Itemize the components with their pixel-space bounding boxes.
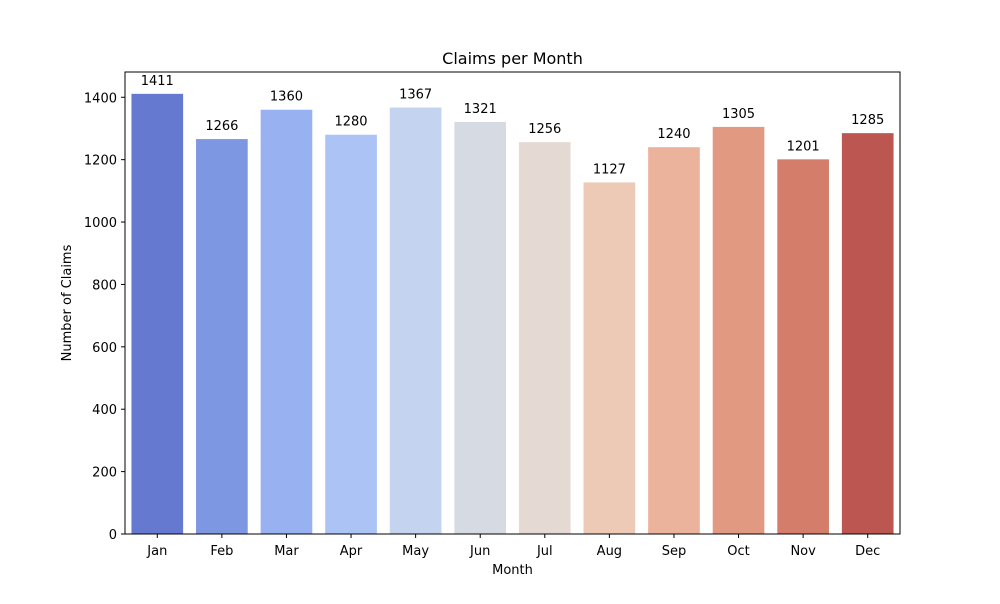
data-label-dec: 1285 [851, 113, 884, 128]
x-tick-label-may: May [402, 544, 429, 559]
bar-sep [648, 147, 700, 534]
x-tick-label-feb: Feb [210, 544, 233, 559]
bar-dec [841, 133, 894, 535]
data-label-oct: 1305 [722, 107, 755, 122]
x-axis-label: Month [492, 563, 533, 578]
data-label-jul: 1256 [528, 122, 561, 137]
bar-jul [518, 142, 571, 534]
x-tick-label-aug: Aug [597, 544, 622, 559]
x-tick-label-dec: Dec [855, 544, 880, 559]
bar-feb [196, 139, 248, 534]
x-axis: Jan Feb Mar Apr May Jun Jul Aug Sep Oct Nov Dec [146, 534, 880, 559]
x-tick-label-jul: Jul [536, 544, 553, 559]
x-tick-label-oct: Oct [727, 544, 749, 559]
x-tick-label-mar: Mar [274, 544, 299, 559]
y-tick-label-400: 400 [92, 403, 117, 418]
bar-nov [777, 159, 829, 535]
data-label-feb: 1266 [205, 119, 238, 134]
y-tick-label-1000: 1000 [84, 216, 117, 231]
y-tick-label-0: 0 [109, 528, 117, 543]
y-axis: 0 200 400 600 800 1000 1200 1400 [84, 91, 125, 543]
chart-title: Claims per Month [442, 49, 583, 68]
bar-jun [454, 121, 507, 534]
y-tick-label-200: 200 [92, 466, 117, 481]
data-label-apr: 1280 [334, 115, 367, 130]
data-label-jan: 1411 [141, 74, 174, 89]
data-label-jun: 1321 [464, 102, 497, 117]
y-tick-label-1200: 1200 [84, 154, 117, 169]
data-label-aug: 1127 [593, 162, 626, 177]
bar-jan [131, 93, 184, 534]
x-tick-label-nov: Nov [790, 544, 816, 559]
y-tick-label-600: 600 [92, 341, 117, 356]
data-label-mar: 1360 [270, 90, 303, 105]
bar-apr [325, 134, 377, 535]
bar-labels-group: 1411 1266 1360 1280 1367 1321 1256 1127 1240 1305… [141, 74, 885, 178]
data-label-may: 1367 [399, 88, 432, 103]
plot-frame [124, 71, 901, 535]
x-tick-label-jun: Jun [469, 544, 490, 559]
bar-oct [712, 126, 765, 534]
bar-aug [583, 182, 636, 534]
data-label-sep: 1240 [657, 127, 690, 142]
y-tick-label-1400: 1400 [84, 91, 117, 106]
x-tick-label-jan: Jan [146, 544, 167, 559]
y-tick-label-800: 800 [92, 278, 117, 293]
x-tick-label-apr: Apr [340, 544, 363, 559]
bar-may [389, 107, 442, 535]
data-label-nov: 1201 [787, 139, 820, 154]
bars-group [131, 93, 894, 535]
y-axis-label: Number of Claims [60, 244, 75, 361]
x-tick-label-sep: Sep [662, 544, 687, 559]
bar-mar [260, 109, 313, 534]
